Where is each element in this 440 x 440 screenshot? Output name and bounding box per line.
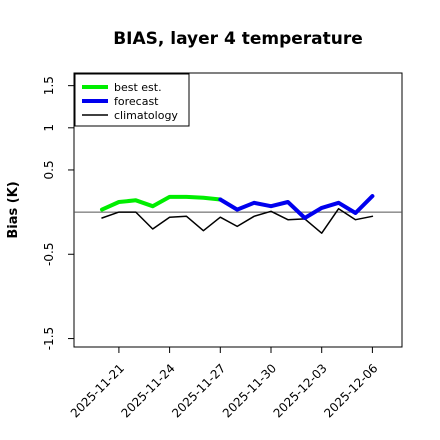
series-line-climatology	[101, 207, 374, 234]
chart-title: BIAS, layer 4 temperature	[113, 29, 363, 49]
series-line-forecast	[218, 194, 375, 220]
legend-label: best est.	[114, 81, 162, 94]
plot-frame	[73, 72, 403, 348]
y-tick-label: 1	[42, 124, 56, 132]
legend-label: climatology	[114, 109, 178, 122]
y-axis-label: Bias (K)	[6, 181, 21, 238]
y-tick-label: -1.5	[42, 327, 56, 350]
y-tick-label: 1.5	[42, 76, 56, 95]
legend-label: forecast	[114, 95, 159, 108]
y-tick-label: -0.5	[42, 243, 56, 266]
x-tick-label: 2025-12-06	[321, 361, 380, 420]
series-line-best-est	[100, 194, 223, 212]
y-tick-label: 0.5	[42, 160, 56, 179]
